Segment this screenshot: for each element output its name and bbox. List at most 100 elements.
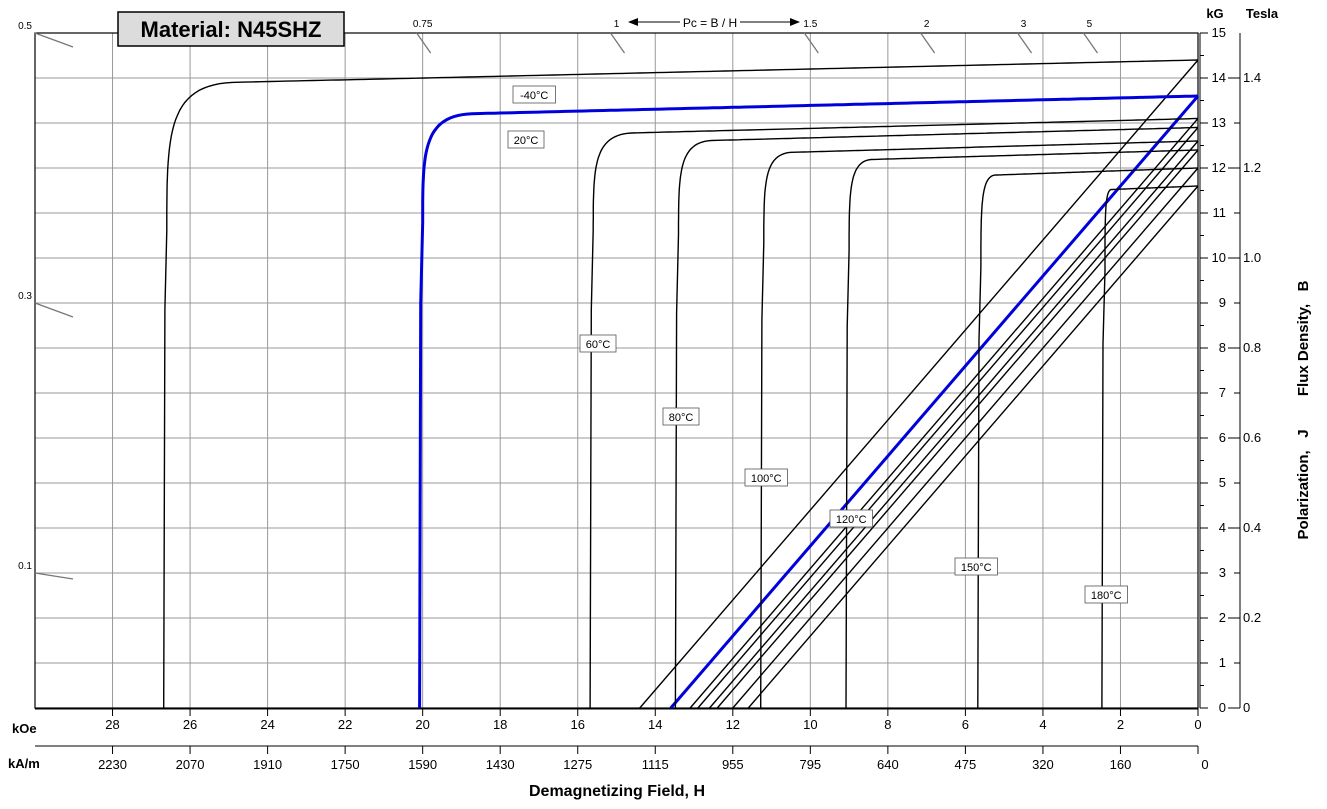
kg-tick-label: 13: [1212, 115, 1226, 130]
pc-ticks-layer: 0.75 1 1.5 2 3 5 0.5 0.3 0.1: [18, 19, 1098, 580]
temp-label-box: [507, 130, 545, 149]
kg-tick-label: 4: [1219, 520, 1226, 535]
b-line: [709, 140, 1199, 709]
kam-tick-label: 475: [955, 757, 977, 772]
tesla-tick-label: 0: [1243, 700, 1250, 715]
pc-tick: [1082, 32, 1098, 54]
koe-tick-label: 28: [105, 717, 119, 732]
temp-label-box: [1084, 585, 1128, 604]
j-curve: [845, 149, 1199, 709]
pc-top-label: 1: [614, 19, 620, 30]
x-axis-title: Demagnetizing Field, H: [529, 783, 705, 800]
kam-tick-label: 160: [1110, 757, 1132, 772]
kam-tick-label: 795: [799, 757, 821, 772]
kam-tick-label: 1430: [486, 757, 515, 772]
pc-formula-label: Pc = B / H: [683, 16, 737, 30]
pc-tick: [803, 32, 819, 54]
kam-tick-label: 1750: [331, 757, 360, 772]
koe-tick-label: 26: [183, 717, 197, 732]
kam-tick-label: 0: [1201, 757, 1208, 772]
b-line: [732, 167, 1199, 709]
koe-tick-label: 20: [415, 717, 429, 732]
koe-tick-label: 2: [1117, 717, 1124, 732]
koe-tick-label: 6: [962, 717, 969, 732]
curves-layer: [163, 59, 1199, 709]
unit-kg: kG: [1206, 6, 1223, 21]
pc-tick: [609, 32, 626, 54]
temp-label: 60°C: [586, 339, 611, 351]
temp-label-box: [662, 407, 700, 426]
kg-tick-label: 12: [1212, 160, 1226, 175]
material-label: Material: N45SHZ: [141, 17, 322, 42]
kg-tick-label: 14: [1212, 70, 1226, 85]
kam-tick-label: 2230: [98, 757, 127, 772]
pc-left-label: 0.5: [18, 21, 32, 32]
tesla-tick-label: 1.4: [1243, 70, 1261, 85]
kg-tick-label: 10: [1212, 250, 1226, 265]
kam-tick-label: 320: [1032, 757, 1054, 772]
b-line: [689, 118, 1199, 709]
j-curve: [163, 59, 1199, 709]
y-axis-title: Polarization, J Flux Density, B: [1295, 280, 1312, 539]
b-line: [747, 185, 1199, 709]
pc-top-label: 0.75: [413, 19, 433, 30]
b-lines-layer: [639, 59, 1200, 709]
kam-tick-label: 2070: [176, 757, 205, 772]
koe-tick-label: 4: [1039, 717, 1046, 732]
tesla-tick-label: 0.8: [1243, 340, 1261, 355]
kg-tick-label: 6: [1219, 430, 1226, 445]
pc-tick: [1017, 32, 1033, 54]
temp-label: -40°C: [520, 90, 548, 102]
tesla-tick-label: 1.2: [1243, 160, 1261, 175]
temp-label: 80°C: [669, 412, 694, 424]
pc-top-label: 1.5: [803, 19, 817, 30]
temperature-labels-layer: -40°C 20°C 60°C 80°C 100°C 120°C 150°C 180°C: [507, 85, 1128, 604]
plot-frame: [34, 32, 1199, 709]
temp-label-box: [954, 557, 998, 576]
koe-tick-label: 0: [1194, 717, 1201, 732]
temp-label-box: [579, 334, 617, 353]
temp-label-box: [512, 85, 556, 104]
pc-left-tick: [34, 572, 74, 580]
kg-tick-label: 1: [1219, 655, 1226, 670]
b-line: [639, 59, 1199, 709]
koe-tick-label: 14: [648, 717, 662, 732]
koe-tick-label: 24: [260, 717, 274, 732]
temp-label: 150°C: [961, 562, 992, 574]
pc-top-label: 2: [924, 19, 930, 30]
pc-tick: [416, 32, 432, 54]
koe-tick-label: 22: [338, 717, 352, 732]
tesla-tick-label: 0.4: [1243, 520, 1261, 535]
pc-left-label: 0.3: [18, 291, 32, 302]
unit-koe: kOe: [12, 721, 37, 736]
b-line: [697, 127, 1199, 709]
kg-tick-label: 2: [1219, 610, 1226, 625]
tesla-tick-label: 0.2: [1243, 610, 1261, 625]
temp-label: 20°C: [514, 135, 539, 147]
b-line: [669, 95, 1200, 709]
pc-top-label: 5: [1087, 19, 1093, 30]
pc-tick: [920, 32, 936, 54]
kg-tick-label: 3: [1219, 565, 1226, 580]
grid-layer: [34, 32, 1199, 709]
kam-tick-label: 1590: [408, 757, 437, 772]
kam-tick-label: 1275: [563, 757, 592, 772]
kg-tick-label: 8: [1219, 340, 1226, 355]
kg-tick-label: 9: [1219, 295, 1226, 310]
pc-arrow-right-head: [790, 18, 800, 26]
tesla-tick-label: 0.6: [1243, 430, 1261, 445]
koe-tick-label: 12: [726, 717, 740, 732]
koe-tick-label: 8: [884, 717, 891, 732]
kam-tick-label: 1910: [253, 757, 282, 772]
tesla-tick-label: 1.0: [1243, 250, 1261, 265]
temp-label: 120°C: [836, 514, 867, 526]
kam-tick-label: 955: [722, 757, 744, 772]
koe-tick-label: 18: [493, 717, 507, 732]
pc-arrow-left-head: [628, 18, 638, 26]
pc-left-tick: [34, 302, 74, 318]
unit-tesla: Tesla: [1246, 6, 1279, 21]
j-curve: [418, 94, 1199, 709]
kg-tick-label: 15: [1212, 25, 1226, 40]
